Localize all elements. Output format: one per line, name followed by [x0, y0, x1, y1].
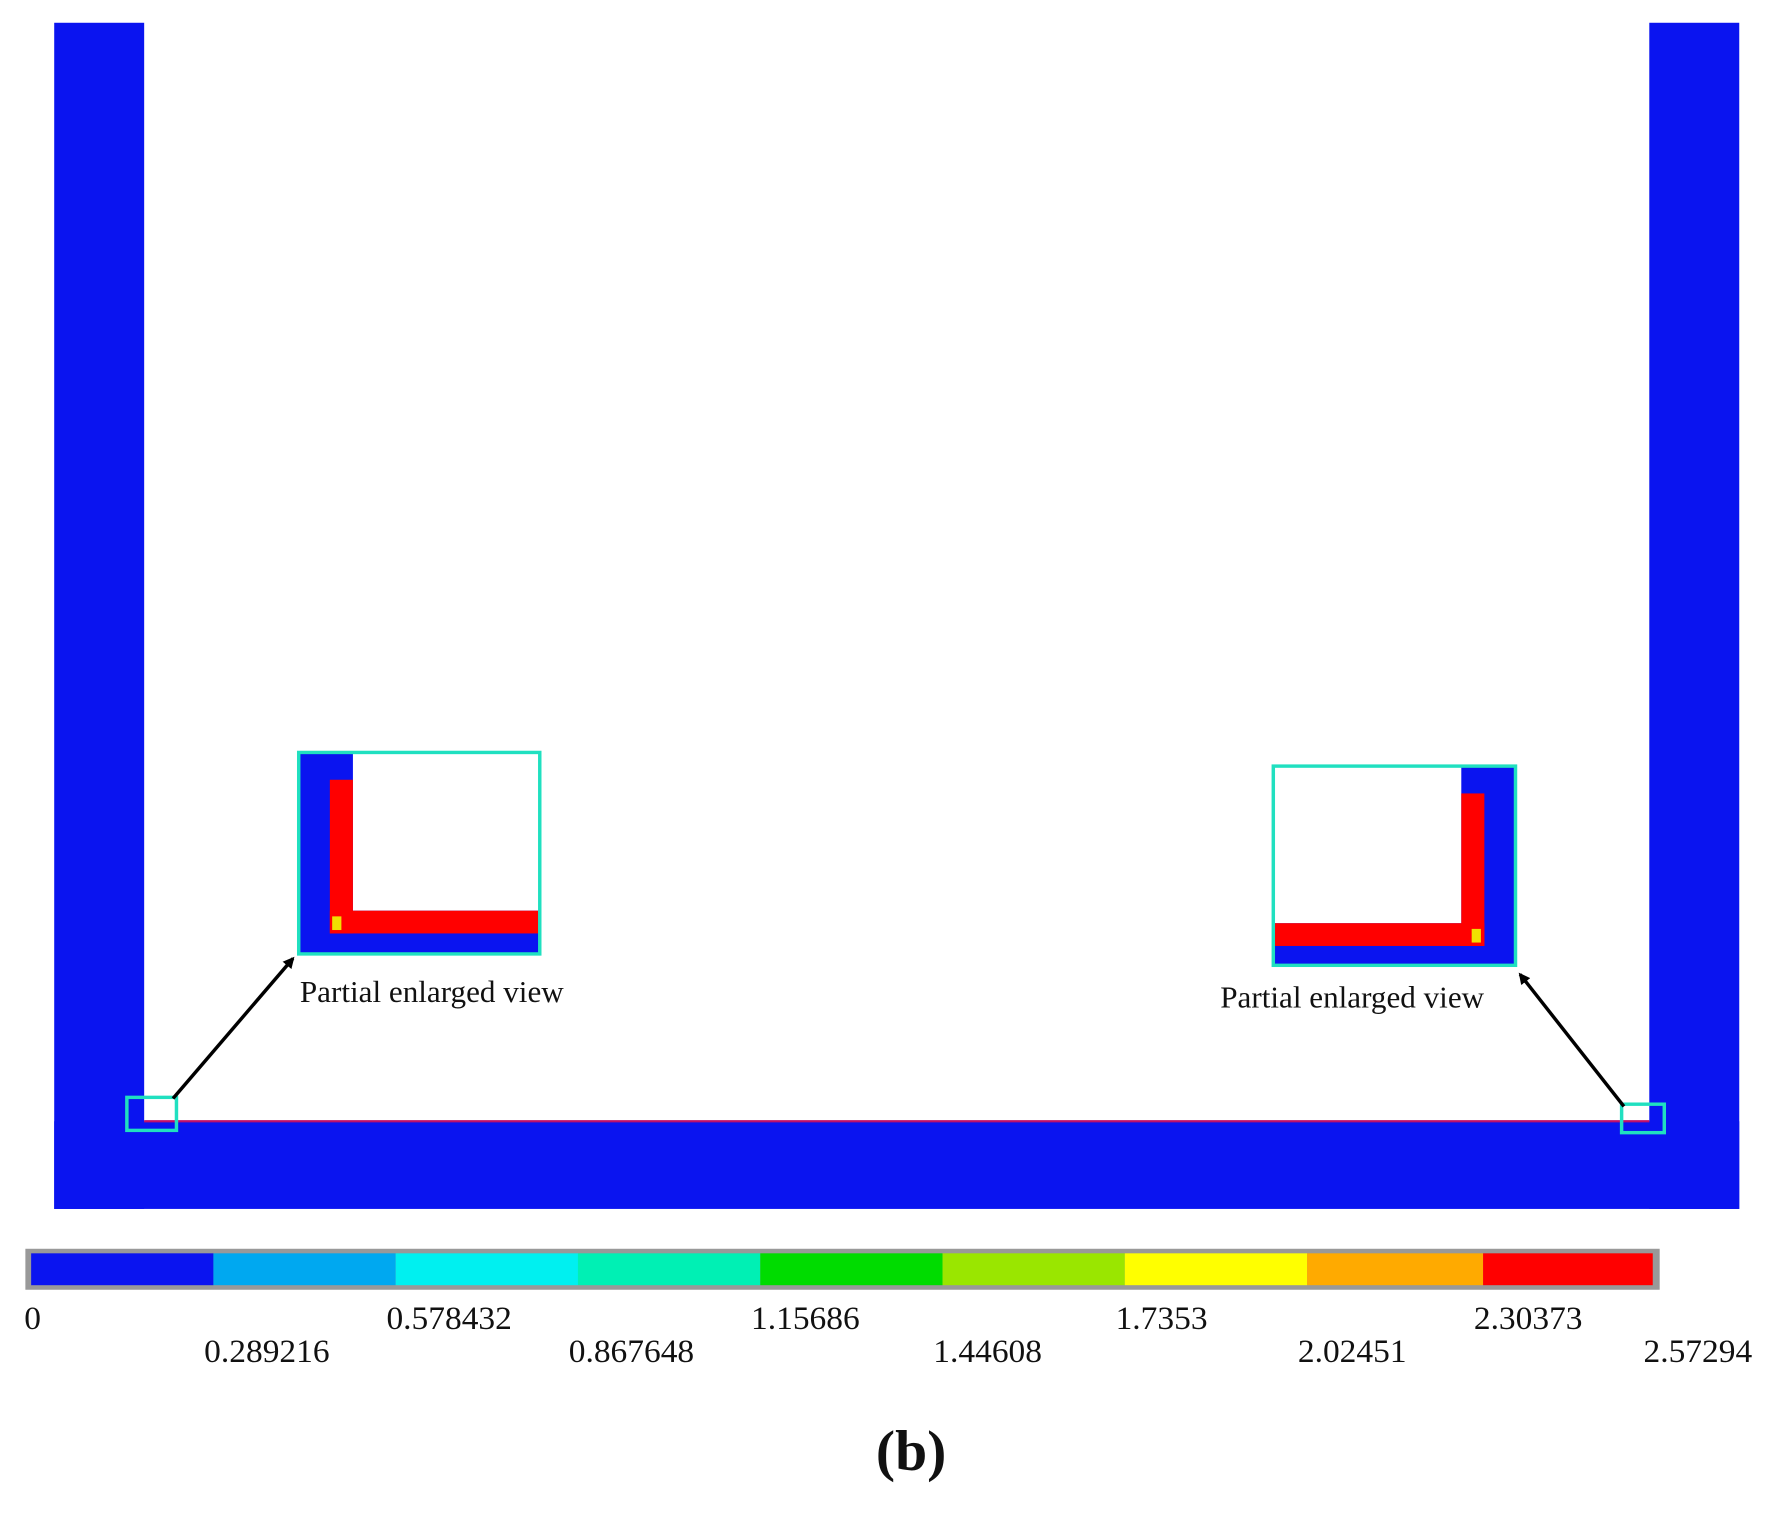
inset-frame	[1271, 764, 1518, 968]
inset-void	[1273, 766, 1462, 924]
colorbar-tick-label: 2.57294	[1644, 1333, 1753, 1370]
colorbar-tick-label: 0.578432	[386, 1300, 511, 1337]
container	[54, 22, 1740, 1209]
colorbar: 0 0.289216 0.578432 0.867648 1.15686 1.44608 1…	[24, 1248, 1753, 1370]
colorbar-tick-label: 1.44608	[933, 1333, 1042, 1370]
colorbar-tick-label: 1.15686	[751, 1300, 860, 1337]
inset-red	[329, 779, 353, 934]
colorbar-tick-label: 2.02451	[1298, 1333, 1407, 1370]
colorbar-band	[942, 1253, 1125, 1286]
colorbar-band	[760, 1253, 943, 1286]
arrow	[171, 956, 295, 1100]
left-wall	[54, 22, 145, 1209]
zoom-box	[125, 1095, 179, 1133]
colorbar-tick-label: 0.867648	[569, 1333, 694, 1370]
inset-red	[329, 910, 540, 934]
colorbar-tick-label: 1.7353	[1116, 1300, 1208, 1337]
inset-hot	[332, 916, 342, 931]
inset-hot	[1471, 928, 1481, 943]
inset-void	[352, 752, 540, 911]
colorbar-tick-label: 0.289216	[204, 1333, 329, 1370]
inset-red	[1461, 793, 1485, 946]
colorbar-band	[213, 1253, 396, 1286]
colorbar-band	[31, 1253, 214, 1286]
inset-label: Partial enlarged view	[300, 974, 565, 1009]
right-inset: Partial enlarged view	[1220, 764, 1667, 1135]
colorbar-band	[395, 1253, 578, 1286]
bottom-wall	[54, 1121, 1740, 1209]
zoom-box	[1619, 1102, 1667, 1135]
colorbar-tick-label: 2.30373	[1474, 1300, 1583, 1337]
colorbar-band	[1124, 1253, 1308, 1286]
inset-label: Partial enlarged view	[1220, 980, 1485, 1015]
colorbar-band	[1307, 1253, 1484, 1286]
inset-red	[1273, 923, 1485, 946]
colorbar-band	[577, 1253, 761, 1286]
arrow	[1518, 972, 1626, 1108]
right-wall	[1649, 22, 1740, 1209]
left-inset: Partial enlarged view	[125, 750, 565, 1133]
colorbar-band	[1483, 1253, 1653, 1286]
caption: (b)	[876, 1420, 946, 1483]
colorbar-tick-label: 0	[24, 1300, 41, 1337]
inset-frame	[296, 750, 542, 956]
